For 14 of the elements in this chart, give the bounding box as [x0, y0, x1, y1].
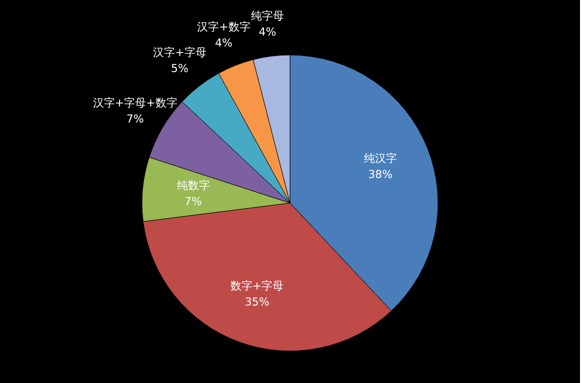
data-label: 35%	[244, 295, 270, 308]
data-label: 38%	[368, 168, 393, 182]
slice-label: 纯数字	[176, 178, 210, 192]
slice-label: 纯字母	[250, 9, 284, 22]
data-label: 7%	[126, 112, 144, 126]
slice-label: 汉字+数字	[197, 20, 250, 34]
slice-label: 纯汉字	[364, 152, 397, 166]
data-label: 4%	[258, 25, 276, 38]
data-label: 4%	[215, 36, 232, 50]
data-label: 5%	[170, 62, 188, 75]
slice-label: 汉字+字母	[153, 46, 206, 59]
data-label: 7%	[184, 194, 202, 208]
slice-label: 汉字+字母+数字	[92, 96, 178, 110]
slice-label: 数字+字母	[230, 279, 284, 292]
